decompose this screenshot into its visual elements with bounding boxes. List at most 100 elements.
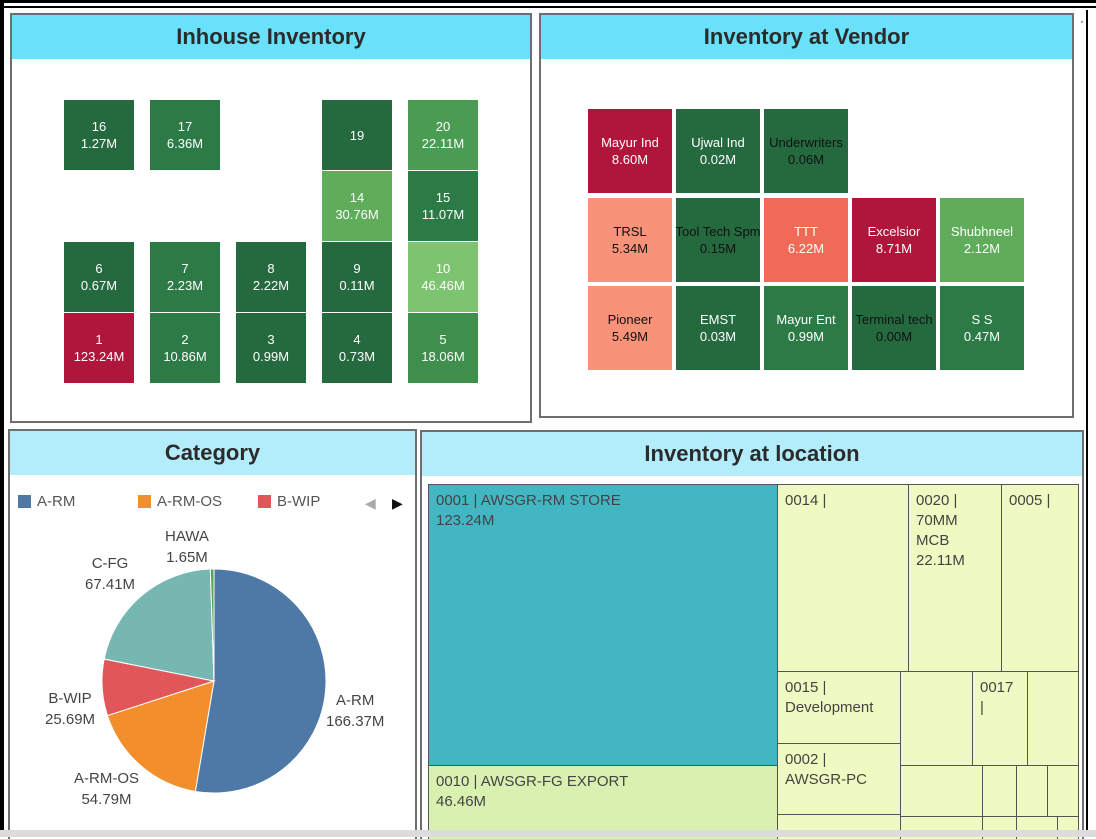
- vendor-tile-value: 8.60M: [611, 152, 649, 167]
- vendor-tile-name: Excelsior: [867, 224, 921, 239]
- inhouse-tile-2[interactable]: 2 10.86M: [150, 313, 220, 383]
- location-treemap: 0001 | AWSGR-RM STORE 123.24M 0010 | AWS…: [428, 484, 1079, 839]
- vendor-tile-name: Tool Tech Spm: [675, 224, 761, 239]
- legend-item-a-rm[interactable]: A-RM: [18, 493, 75, 510]
- vendor-tile-trsl[interactable]: TRSL 5.34M: [588, 198, 672, 282]
- vendor-tile-excelsior[interactable]: Excelsior 8.71M: [852, 198, 936, 282]
- inhouse-tile-4[interactable]: 4 0.73M: [322, 313, 392, 383]
- pie-label-a-rm-os: A-RM-OS 54.79M: [74, 768, 139, 810]
- location-cell-0015[interactable]: 0015 | Development: [777, 671, 901, 744]
- legend-item-a-rm-os[interactable]: A-RM-OS: [138, 493, 222, 510]
- pie-label-c-fg: C-FG 67.41M: [85, 553, 135, 595]
- pie-slice-a-rm-os[interactable]: [106, 680, 215, 793]
- vendor-tile-ujwal-ind[interactable]: Ujwal Ind 0.02M: [676, 109, 760, 193]
- location-cell-0001[interactable]: 0001 | AWSGR-RM STORE 123.24M: [428, 484, 778, 766]
- inhouse-tile-10[interactable]: 10 46.46M: [408, 242, 478, 312]
- pie-label-b-wip-name: B-WIP: [48, 690, 92, 707]
- vendor-tile-mayur-ind[interactable]: Mayur Ind 8.60M: [588, 109, 672, 193]
- location-cell-minor-f[interactable]: [1016, 765, 1048, 817]
- legend-next-icon[interactable]: ▶: [392, 495, 403, 511]
- location-cell-minor-b[interactable]: [1027, 671, 1079, 766]
- inhouse-tile-value: 2.22M: [252, 278, 290, 293]
- inhouse-tile-id: 9: [353, 261, 361, 276]
- pie-slice-c-fg[interactable]: [103, 568, 215, 682]
- vendor-tile-ttt[interactable]: TTT 6.22M: [764, 198, 848, 282]
- vendor-tile-value: 2.12M: [963, 241, 1001, 256]
- location-cell-0002[interactable]: 0002 | AWSGR-PC: [777, 743, 901, 815]
- legend-prev-icon[interactable]: ◀: [365, 495, 376, 511]
- inhouse-tile-14[interactable]: 14 30.76M: [322, 171, 392, 241]
- inhouse-tile-6[interactable]: 6 0.67M: [64, 242, 134, 312]
- location-title: Inventory at location: [422, 432, 1082, 476]
- location-0020-value: 22.11M: [916, 552, 965, 569]
- inhouse-tile-id: 19: [349, 127, 365, 143]
- inhouse-tile-1[interactable]: 1 123.24M: [64, 313, 134, 383]
- inhouse-inventory-title: Inhouse Inventory: [12, 15, 530, 59]
- vendor-inventory-panel: Inventory at Vendor Mayur Ind 8.60M Ujwal …: [539, 13, 1074, 418]
- inhouse-tile-value: 1.27M: [80, 136, 118, 151]
- inhouse-tile-8[interactable]: 8 2.22M: [236, 242, 306, 312]
- vendor-tile-shubhneel[interactable]: Shubhneel 2.12M: [940, 198, 1024, 282]
- vendor-tile-value: 0.02M: [699, 152, 737, 167]
- pie-label-a-rm-value: 166.37M: [326, 713, 385, 730]
- vendor-tile-mayur-ent[interactable]: Mayur Ent 0.99M: [764, 286, 848, 370]
- pie-slice-hawa[interactable]: [209, 568, 215, 682]
- pie-slice-a-rm[interactable]: [194, 568, 327, 794]
- legend-item-b-wip[interactable]: B-WIP: [258, 493, 320, 510]
- bottom-scrollbar[interactable]: [0, 830, 1096, 837]
- vendor-tile-name: Shubhneel: [950, 224, 1014, 239]
- vendor-tile-underwriters[interactable]: Underwriters 0.06M: [764, 109, 848, 193]
- vendor-tile-emst[interactable]: EMST 0.03M: [676, 286, 760, 370]
- location-0017-separator: |: [980, 699, 984, 716]
- inhouse-tile-value: 0.11M: [339, 278, 375, 293]
- inhouse-tile-id: 2: [181, 332, 189, 347]
- pie-label-a-rm: A-RM 166.37M: [326, 690, 384, 732]
- location-cell-minor-d[interactable]: [900, 765, 983, 817]
- location-cell-minor-a[interactable]: [900, 671, 973, 766]
- inhouse-tile-9[interactable]: 9 0.11M: [322, 242, 392, 312]
- location-cell-0017[interactable]: 0017 |: [972, 671, 1028, 766]
- inhouse-tile-15[interactable]: 15 11.07M: [408, 171, 478, 241]
- inhouse-tile-id: 3: [267, 332, 275, 347]
- vendor-tile-name: Terminal tech: [855, 312, 933, 327]
- inhouse-tile-7[interactable]: 7 2.23M: [150, 242, 220, 312]
- vendor-tile-value: 0.00M: [875, 329, 913, 344]
- inhouse-tile-5[interactable]: 5 18.06M: [408, 313, 478, 383]
- location-cell-0014[interactable]: 0014 |: [777, 484, 909, 672]
- location-panel: Inventory at location 0001 | AWSGR-RM ST…: [420, 430, 1084, 839]
- vendor-tile-value: 0.03M: [699, 329, 737, 344]
- inhouse-tile-16[interactable]: 16 1.27M: [64, 100, 134, 170]
- location-0001-value: 123.24M: [436, 512, 495, 529]
- inhouse-tile-17[interactable]: 17 6.36M: [150, 100, 220, 170]
- left-border: [0, 0, 4, 837]
- location-cell-minor-g[interactable]: [1047, 765, 1079, 817]
- vendor-tile-tool-tech-spm[interactable]: Tool Tech Spm 0.15M: [675, 198, 761, 282]
- inhouse-tile-value: 2.23M: [166, 278, 204, 293]
- legend-label-b-wip: B-WIP: [277, 493, 321, 510]
- vendor-tile-name: EMST: [699, 312, 737, 327]
- inhouse-tile-id: 17: [177, 119, 193, 134]
- vendor-tile-terminal-tech[interactable]: Terminal tech 0.00M: [852, 286, 936, 370]
- legend-label-a-rm: A-RM: [37, 493, 76, 510]
- vendor-tile-name: Mayur Ent: [776, 312, 836, 327]
- location-cell-0020[interactable]: 0020 | 70MM MCB 22.11M: [908, 484, 1002, 672]
- vendor-tile-s-s[interactable]: S S 0.47M: [940, 286, 1024, 370]
- inhouse-tile-id: 15: [435, 190, 451, 205]
- vendor-tile-pioneer[interactable]: Pioneer 5.49M: [588, 286, 672, 370]
- inhouse-tile-id: 10: [435, 261, 451, 276]
- location-cell-0010[interactable]: 0010 | AWSGR-FG EXPORT 46.46M: [428, 765, 778, 839]
- location-0010-value: 46.46M: [436, 793, 487, 810]
- inhouse-tile-id: 4: [353, 332, 361, 347]
- inhouse-tile-20[interactable]: 20 22.11M: [408, 100, 478, 170]
- location-cell-0005[interactable]: 0005 |: [1001, 484, 1079, 672]
- vendor-tile-name: Underwriters: [769, 135, 843, 150]
- inhouse-tile-19[interactable]: 19: [322, 100, 392, 170]
- pie-label-c-fg-name: C-FG: [91, 555, 129, 572]
- right-border: [1086, 10, 1088, 837]
- inhouse-inventory-panel: Inhouse Inventory 16 1.27M 17 6.36M 19 20 22.1…: [10, 13, 532, 423]
- pie-label-b-wip-value: 25.69M: [45, 711, 96, 728]
- location-cell-minor-e[interactable]: [982, 765, 1017, 817]
- inhouse-tile-3[interactable]: 3 0.99M: [236, 313, 306, 383]
- legend-label-a-rm-os: A-RM-OS: [157, 493, 222, 510]
- pie-label-a-rm-os-value: 54.79M: [81, 791, 132, 808]
